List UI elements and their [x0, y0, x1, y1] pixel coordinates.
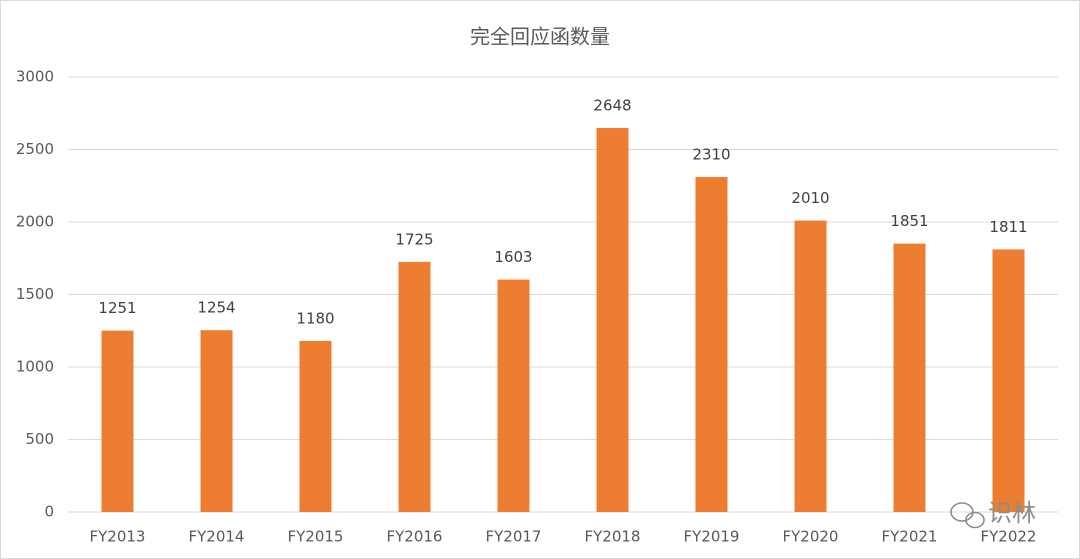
data-label: 1725 — [395, 230, 433, 248]
y-tick-label: 2500 — [16, 140, 54, 158]
watermark-icon — [950, 502, 985, 529]
x-tick-label: FY2018 — [585, 528, 641, 546]
chart-title: 完全回应函数量 — [470, 25, 610, 49]
bar — [101, 330, 134, 512]
data-label: 1603 — [494, 248, 532, 266]
bar — [695, 177, 728, 513]
x-tick-label: FY2017 — [486, 528, 542, 546]
bar — [299, 340, 332, 512]
x-tick-label: FY2020 — [783, 528, 839, 546]
data-label: 1180 — [296, 309, 334, 327]
x-tick-label: FY2019 — [684, 528, 740, 546]
data-label: 1254 — [197, 299, 235, 317]
x-tick-label: FY2021 — [882, 528, 938, 546]
x-tick-label: FY2016 — [387, 528, 443, 546]
y-tick-label: 0 — [44, 503, 54, 521]
data-label: 1251 — [98, 299, 136, 317]
bar — [497, 279, 530, 512]
bar — [398, 261, 431, 512]
bar — [794, 220, 827, 513]
x-tick-label: FY2022 — [981, 528, 1037, 546]
data-label: 2310 — [692, 146, 730, 164]
y-tick-label: 500 — [25, 430, 54, 448]
bar — [200, 330, 233, 512]
data-label: 2010 — [791, 189, 829, 207]
bar — [596, 128, 629, 513]
y-tick-label: 2000 — [16, 213, 54, 231]
x-tick-label: FY2013 — [90, 528, 146, 546]
data-label: 1811 — [989, 218, 1027, 236]
y-tick-label: 3000 — [16, 68, 54, 86]
bar — [893, 243, 926, 513]
y-tick-label: 1500 — [16, 285, 54, 303]
data-label: 1851 — [890, 212, 928, 230]
bar — [992, 249, 1025, 512]
y-tick-label: 1000 — [16, 358, 54, 376]
watermark: 识林 — [988, 499, 1036, 527]
x-tick-label: FY2015 — [288, 528, 344, 546]
x-tick-label: FY2014 — [189, 528, 245, 546]
data-label: 2648 — [593, 97, 631, 115]
